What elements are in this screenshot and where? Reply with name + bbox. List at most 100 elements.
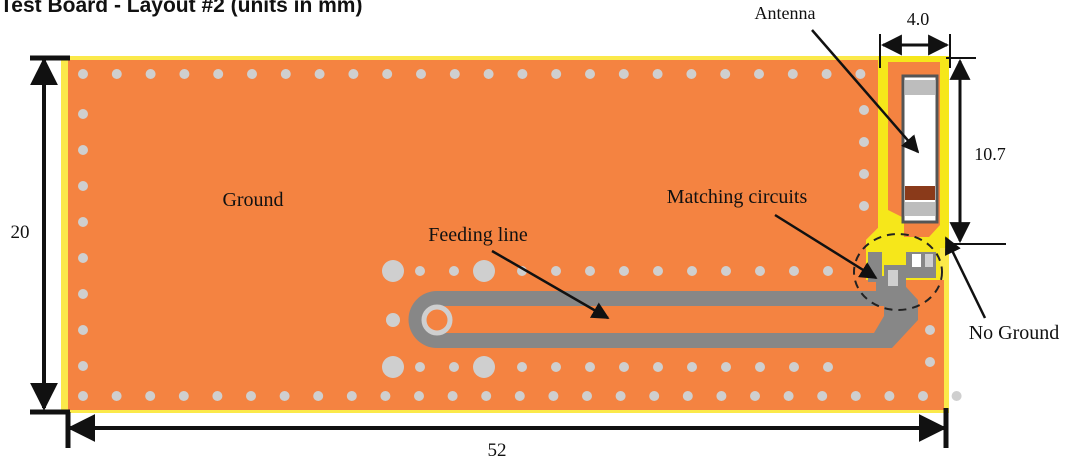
- antenna-chip: [901, 74, 939, 224]
- via: [615, 391, 626, 401]
- dim-board-width: 52: [488, 440, 507, 459]
- matching-circuits-pointer: [774, 213, 878, 280]
- via: [789, 266, 799, 276]
- via: [859, 201, 869, 211]
- via: [415, 362, 425, 372]
- via: [213, 69, 224, 79]
- via: [382, 356, 404, 378]
- via: [212, 391, 223, 401]
- via: [653, 266, 663, 276]
- via: [78, 145, 88, 155]
- via: [78, 325, 88, 335]
- via: [687, 362, 697, 372]
- via: [925, 325, 935, 335]
- via: [716, 391, 727, 401]
- via: [346, 391, 357, 401]
- via: [619, 362, 629, 372]
- via: [618, 69, 629, 79]
- via: [750, 391, 760, 401]
- dimension-width: 52: [65, 408, 949, 461]
- dim-board-height: 20: [11, 222, 30, 243]
- via: [649, 391, 660, 401]
- feeding-line-pointer: [491, 249, 610, 320]
- via: [551, 266, 561, 276]
- feeding-line-inner-cutout: [423, 306, 884, 333]
- via: [179, 69, 190, 79]
- via: [855, 69, 866, 79]
- via: [78, 69, 88, 79]
- via: [720, 69, 731, 79]
- via: [178, 391, 189, 401]
- via: [145, 69, 156, 79]
- via: [447, 391, 458, 401]
- via: [380, 391, 391, 401]
- via: [483, 69, 494, 79]
- diagram-title: Test Board - Layout #2 (units in mm): [0, 0, 363, 17]
- via: [449, 362, 459, 372]
- via: [619, 266, 629, 276]
- via: [111, 391, 122, 401]
- via: [382, 260, 404, 282]
- via: [415, 266, 425, 276]
- via: [755, 362, 765, 372]
- via: [721, 266, 731, 276]
- via: [314, 69, 325, 79]
- via: [449, 69, 460, 79]
- via: [687, 266, 697, 276]
- via: [823, 266, 833, 276]
- via: [787, 69, 798, 79]
- via: [585, 69, 595, 79]
- antenna-chip-bottom-cap: [905, 202, 935, 216]
- via: [918, 391, 928, 401]
- label-matching-circuits: Matching circuits: [667, 186, 808, 208]
- via: [682, 391, 693, 401]
- via: [653, 362, 663, 372]
- no-ground-pointer: [944, 236, 987, 319]
- via: [859, 169, 869, 179]
- via: [473, 356, 495, 378]
- via: [823, 362, 833, 372]
- via: [481, 391, 492, 401]
- via-grid: [78, 69, 962, 401]
- feed-via: [421, 304, 453, 336]
- via: [78, 253, 88, 263]
- via: [78, 361, 88, 371]
- via: [386, 313, 400, 327]
- via: [517, 69, 528, 79]
- antenna-pointer: [811, 29, 920, 154]
- via: [247, 69, 257, 79]
- matching-circuits-circle: [853, 233, 943, 311]
- via: [548, 391, 559, 401]
- via: [246, 391, 256, 401]
- via: [78, 289, 88, 299]
- dimension-height: 20: [11, 55, 70, 415]
- via: [686, 69, 697, 79]
- via: [473, 260, 495, 282]
- label-no-ground: No Ground: [969, 322, 1060, 344]
- label-feeding-line: Feeding line: [428, 224, 528, 246]
- label-ground: Ground: [222, 189, 283, 211]
- via: [514, 391, 525, 401]
- via: [382, 69, 393, 79]
- dim-antenna-height: 10.7: [974, 144, 1006, 164]
- via: [551, 362, 561, 372]
- via: [925, 357, 935, 367]
- via: [582, 391, 592, 401]
- via: [755, 266, 765, 276]
- via: [416, 69, 426, 79]
- dimension-antenna-width: 4.0: [879, 9, 951, 68]
- dim-antenna-width: 4.0: [907, 9, 930, 29]
- via: [449, 266, 459, 276]
- via: [78, 217, 88, 227]
- via: [754, 69, 764, 79]
- via: [517, 362, 527, 372]
- via: [279, 391, 290, 401]
- antenna-chip-top-cap: [905, 80, 935, 95]
- via: [348, 69, 359, 79]
- via: [721, 362, 731, 372]
- via: [821, 69, 832, 79]
- via: [551, 69, 562, 79]
- via: [145, 391, 156, 401]
